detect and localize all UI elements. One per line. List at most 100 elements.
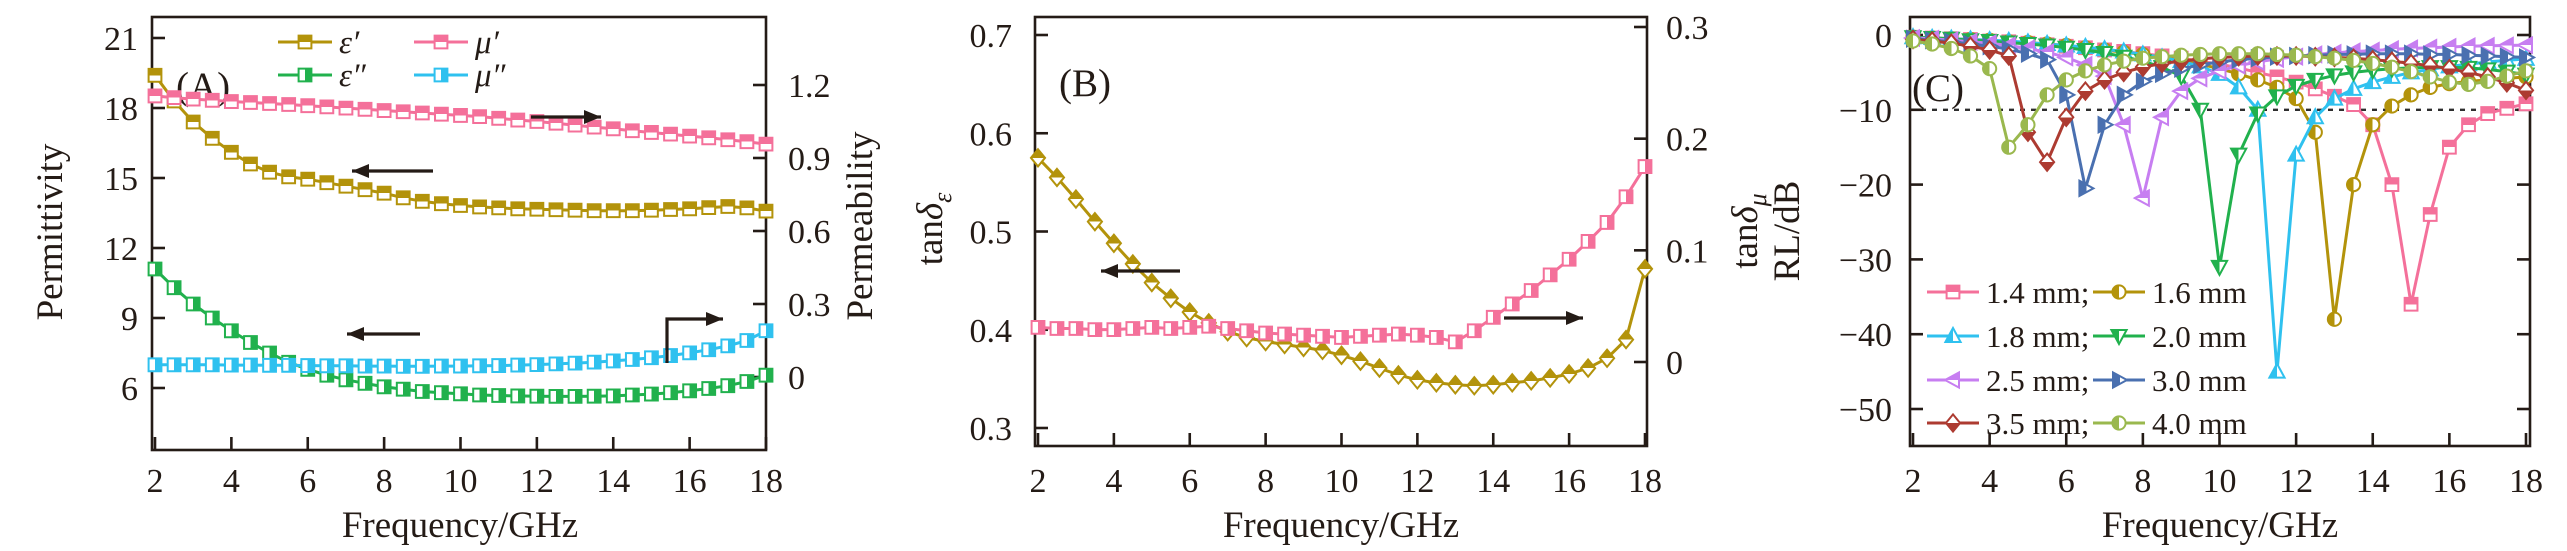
- rl-2p0mm-marker: [2286, 78, 2306, 96]
- tan-delta-mu-marker: [1163, 321, 1179, 336]
- tan-delta-eps-marker: [1162, 288, 1180, 309]
- rl-3p0mm-marker: [2499, 47, 2517, 66]
- tan-delta-mu-marker: [1409, 327, 1425, 343]
- mu-prime-marker: [453, 108, 468, 123]
- legend-marker-rl-2p0mm: [2109, 329, 2129, 347]
- mu-prime-marker: [624, 123, 640, 139]
- mu-dprime-marker: [243, 357, 258, 373]
- eps-dprime-marker: [185, 296, 201, 312]
- mu-prime-marker: [166, 90, 182, 106]
- legend-item-rl-2p0mm: 2.0 mm: [2093, 319, 2247, 354]
- rl-3p0mm-marker: [2059, 85, 2077, 105]
- eps-dprime-marker: [605, 388, 621, 404]
- tan-delta-eps-marker: [1181, 301, 1199, 323]
- tan-delta-mu-marker: [1447, 334, 1463, 350]
- panel-b-label: (B): [1059, 62, 1111, 105]
- rl-4p0mm-marker: [2288, 47, 2304, 63]
- x-tick-label: 16: [2432, 463, 2466, 500]
- mu-dprime-marker: [701, 342, 717, 358]
- rl-4p0mm-marker: [2307, 49, 2323, 65]
- mu-dprime-marker: [185, 357, 201, 373]
- legend-label-rl-1p4mm: 1.4 mm;: [1986, 275, 2089, 310]
- rl-3p5mm-marker: [2517, 80, 2535, 101]
- x-tick-label: 8: [2134, 463, 2151, 500]
- mu-prime-marker: [414, 105, 430, 121]
- legend-item-rl-1p6mm: 1.6 mm: [2093, 275, 2247, 310]
- x-tick-label: 10: [2203, 463, 2237, 500]
- left-tick-label: 0.3: [970, 411, 1013, 448]
- tan-delta-eps-marker: [1295, 337, 1312, 358]
- tan-delta-mu-marker: [1068, 321, 1084, 336]
- tan-delta-eps-marker: [1067, 188, 1085, 210]
- mu-prime-marker: [262, 96, 277, 111]
- rl-2p5mm-marker: [2190, 69, 2208, 88]
- mu-dprime-marker: [395, 358, 411, 374]
- tan-delta-eps-marker: [1636, 258, 1654, 280]
- mu-prime-marker: [300, 98, 316, 114]
- x-tick-label: 6: [1181, 463, 1198, 500]
- tan-delta-mu-marker: [1523, 283, 1539, 298]
- mu-dprime-marker: [319, 358, 335, 374]
- tan-delta-eps-marker: [1371, 357, 1388, 379]
- x-tick-label: 8: [1257, 463, 1274, 500]
- tan-delta-mu-marker: [1599, 215, 1615, 230]
- eps-prime-marker: [243, 156, 258, 172]
- eps-prime-marker: [434, 196, 449, 212]
- tan-delta-mu-marker: [1334, 330, 1349, 345]
- rl-2p5mm-marker: [2477, 36, 2495, 56]
- rl-2p5mm-marker: [2171, 81, 2189, 101]
- legend-item-rl-3p0mm: 3.0 mm: [2093, 363, 2247, 398]
- legend-marker-rl-4p0mm: [2111, 415, 2127, 431]
- panel-c-label: (C): [1912, 67, 1964, 110]
- rl-4p0mm-marker: [2173, 47, 2189, 63]
- rl-4p0mm-marker: [2231, 46, 2247, 62]
- tan-delta-mu-marker: [1315, 328, 1330, 344]
- eps-dprime-marker: [586, 388, 602, 404]
- mu-dprime-marker: [682, 345, 698, 361]
- tan-delta-eps-marker: [1086, 211, 1104, 232]
- rl-4p0mm-marker: [2499, 68, 2515, 84]
- x-tick-label: 2: [1905, 463, 1922, 500]
- tan-delta-mu-marker: [1201, 318, 1217, 334]
- tan-delta-mu-marker: [1466, 323, 1482, 339]
- tan-delta-eps-marker: [1314, 340, 1331, 361]
- rl-2p0mm-marker: [2248, 106, 2268, 124]
- rl-4p0mm-marker: [2365, 55, 2381, 72]
- eps-dprime-marker: [644, 386, 659, 402]
- tan-delta-eps-marker: [1484, 374, 1502, 395]
- mu-dprime-marker: [281, 357, 297, 373]
- eps-dprime-marker: [758, 367, 774, 383]
- eps-dprime-marker: [529, 388, 545, 404]
- right-tick-label: 1.2: [788, 68, 831, 105]
- eps-prime-marker: [624, 203, 640, 219]
- rl-4p0mm-marker: [2020, 117, 2036, 133]
- left-tick-label: 0: [1875, 18, 1892, 55]
- series-eps-dprime-line: [153, 267, 767, 398]
- legend-marker-mu-dprime: [433, 67, 449, 83]
- legend-item-rl-1p8mm: 1.8 mm;: [1927, 319, 2089, 354]
- tan-delta-eps-marker: [1560, 363, 1578, 385]
- legend-label-rl-2p5mm: 2.5 mm;: [1986, 363, 2089, 398]
- mu-dprime-marker: [758, 323, 774, 339]
- eps-dprime-marker: [491, 388, 507, 403]
- legend-item-eps-prime: ε′: [278, 25, 360, 61]
- x-tick-label: 18: [749, 463, 783, 500]
- x-tick-label: 14: [2356, 463, 2390, 500]
- tan-delta-mu-marker: [1542, 267, 1558, 283]
- tan-delta-eps-marker: [1617, 329, 1635, 350]
- legend-marker-rl-1p4mm: [1945, 284, 1961, 300]
- series-tan-delta-mu-line: [1037, 165, 1647, 344]
- eps-prime-marker: [204, 130, 220, 146]
- left-tick-label: 21: [104, 21, 138, 58]
- panel-a-legend: ε′ μ′ ε″ μ″: [278, 25, 507, 94]
- rl-4p0mm-marker: [2480, 73, 2496, 89]
- rl-1p4mm-marker: [2346, 97, 2361, 112]
- tan-delta-mu-marker: [1353, 328, 1368, 344]
- right-tick-label: 0.9: [788, 141, 831, 178]
- eps-prime-marker: [739, 200, 755, 216]
- mu-prime-marker: [338, 100, 354, 116]
- rl-1p6mm-marker: [2326, 311, 2343, 327]
- rl-3p0mm-marker: [2480, 46, 2498, 66]
- rl-4p0mm-marker: [1962, 48, 1979, 64]
- rl-4p0mm-marker: [1943, 40, 1959, 57]
